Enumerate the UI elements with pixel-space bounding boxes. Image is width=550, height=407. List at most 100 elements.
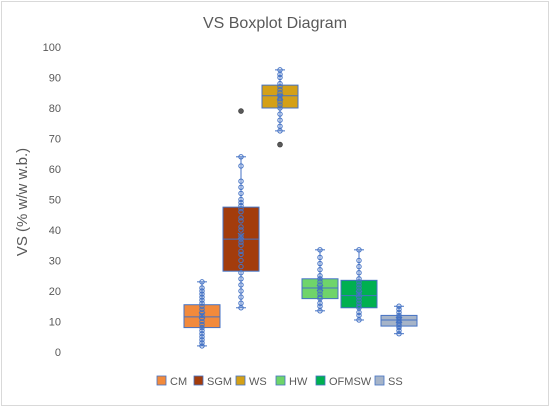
legend-label: WS [249,376,267,388]
data-point [238,224,244,230]
legend: CM SGM WS HW OFMSW SS [156,375,403,388]
data-point [277,80,283,87]
data-point [277,74,283,81]
box-cm [183,279,221,349]
data-point [238,236,244,242]
y-axis-ticks: 0 10 20 30 40 50 60 70 80 90 100 [43,42,61,359]
data-point [317,266,323,273]
data-point [317,294,323,300]
data-point [277,105,283,111]
legend-item-ws: WS [235,375,267,388]
data-point [317,247,323,253]
legend-label: CM [170,376,187,388]
data-point [277,123,283,130]
data-point [238,190,244,197]
data-point [396,331,402,337]
data-point [356,263,362,270]
y-tick-label: 80 [49,103,61,115]
box-ofmsw [340,247,378,323]
data-point [199,343,205,349]
box-sgm [222,108,260,311]
y-tick-label: 60 [49,164,61,176]
legend-swatch [235,375,246,386]
data-point [356,247,362,253]
data-point [356,276,362,282]
data-point [238,227,244,233]
data-point [238,251,244,258]
data-point [356,270,362,276]
legend-swatch [275,375,286,386]
data-point [199,334,205,340]
data-point [277,117,283,123]
data-point [199,303,205,309]
legend-item-hw: HW [275,375,308,388]
legend-item-ofmsw: OFMSW [315,375,372,388]
data-point [199,279,205,285]
data-point [317,260,323,267]
legend-item-cm: CM [156,375,187,388]
box-ws [261,67,299,148]
data-point [238,199,244,206]
data-point [396,303,402,309]
data-point [356,291,362,297]
y-tick-label: 10 [49,317,61,329]
data-point [317,279,323,285]
data-point [238,282,244,288]
data-point [199,324,205,331]
data-point [199,340,205,346]
data-point [317,254,323,261]
outlier-point [238,108,244,114]
y-tick-label: 30 [49,256,61,268]
data-point [199,294,205,300]
data-point [238,233,244,239]
data-point [356,279,362,285]
data-point [238,202,244,209]
data-point [238,205,244,212]
y-tick-label: 0 [55,347,61,359]
chart-title: VS Boxplot Diagram [203,15,347,32]
data-point [199,297,205,303]
mean-marker [276,93,284,101]
data-point [238,248,244,255]
data-point [277,99,283,105]
legend-label: OFMSW [329,376,372,388]
data-point [317,303,323,309]
data-point [238,294,244,300]
legend-item-ss: SS [374,375,403,388]
y-axis-label: VS (% w/w w.b.) [14,148,31,256]
data-point [277,111,283,117]
mean-marker [355,290,363,298]
data-point [199,300,205,306]
data-point [277,90,283,96]
data-point [199,331,205,337]
outlier-point [277,141,283,148]
data-point [277,83,283,90]
data-point [199,309,205,316]
y-tick-label: 90 [49,73,61,85]
legend-item-sgm: SGM [193,375,232,388]
y-tick-label: 20 [49,286,61,298]
data-point [356,303,362,309]
legend-label: SS [388,376,403,388]
data-point [238,263,244,270]
data-point [396,312,402,319]
data-point [396,306,402,312]
data-point [317,288,323,294]
data-point [199,285,205,291]
data-point [238,196,244,203]
data-point [238,242,244,248]
data-point [356,312,362,319]
data-point [238,215,244,221]
data-point [277,102,283,108]
data-point [238,257,244,264]
y-tick-label: 100 [43,42,61,54]
data-point [238,218,244,224]
data-point [277,87,283,93]
mean-marker [395,316,403,324]
data-point [199,327,205,334]
data-point [317,291,323,297]
box-ss [380,303,418,337]
legend-swatch [193,375,204,386]
legend-label: HW [289,376,308,388]
